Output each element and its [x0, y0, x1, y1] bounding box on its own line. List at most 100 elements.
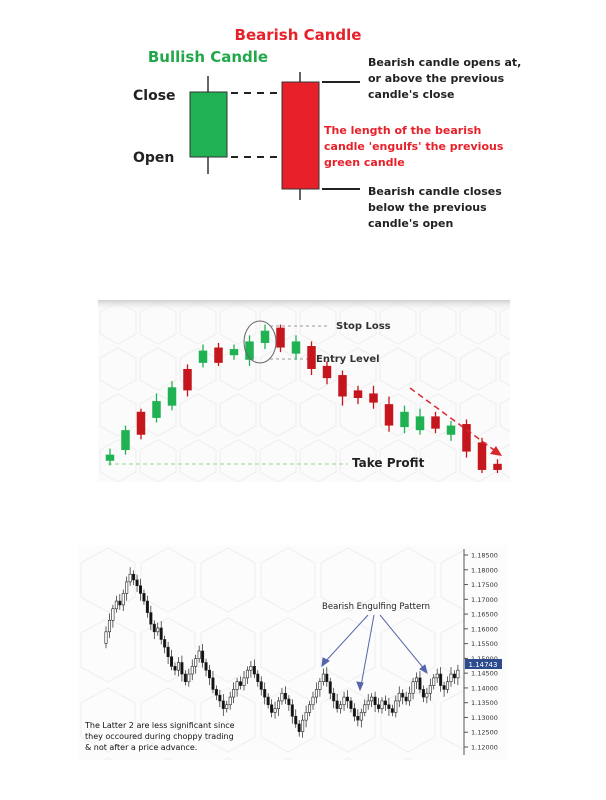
bullish-candle	[232, 689, 236, 698]
diagram3-candles	[104, 567, 460, 738]
bearish-candle	[132, 573, 136, 581]
bearish-candle	[349, 700, 353, 709]
bullish-candle	[242, 677, 246, 686]
bullish-candle	[359, 712, 363, 721]
bearish-candle	[452, 673, 456, 679]
price-tick-label: 1.13500	[471, 699, 498, 707]
bearish-engulfing-diagram: Bearish Candle Bullish Candle Close Open…	[0, 0, 606, 260]
bullish-candle	[414, 677, 418, 683]
bullish-candle	[456, 669, 460, 679]
price-tick-label: 1.18000	[471, 566, 498, 574]
bearish-candle	[204, 662, 208, 671]
bearish-candle	[218, 694, 222, 702]
bearish-candle	[294, 715, 298, 725]
bearish-candle	[387, 704, 391, 709]
bearish-candle	[138, 585, 142, 594]
price-tick-label: 1.17500	[471, 581, 498, 589]
bearish-candle	[390, 708, 394, 713]
price-tick-label: 1.15000	[471, 655, 498, 663]
bullish-candle	[198, 350, 208, 363]
bearish-candle	[418, 677, 422, 690]
bearish-candle	[401, 692, 405, 698]
bullish-candle	[370, 696, 374, 702]
bullish-candle	[225, 704, 229, 709]
bearish-candle	[276, 327, 285, 348]
price-tick-label: 1.12000	[471, 744, 498, 752]
bearish-candle-title: Bearish Candle	[235, 26, 362, 44]
diagram2-svg: Stop Loss Entry Level Take Profit	[98, 300, 510, 482]
price-tick-label: 1.12500	[471, 729, 498, 737]
bullish-candle	[152, 401, 161, 418]
bearish-candle	[136, 411, 146, 435]
close-label: Close	[133, 88, 176, 104]
bearish-candle	[477, 442, 487, 470]
bearish-candle	[377, 704, 381, 709]
trade-setup-diagram: Stop Loss Entry Level Take Profit	[98, 300, 510, 482]
pattern-arrow-1-head	[321, 657, 330, 668]
bullish-candle	[435, 673, 439, 679]
take-profit-label: Take Profit	[352, 456, 425, 470]
bullish-candle	[121, 430, 130, 451]
bearish-candle	[335, 700, 339, 709]
bullish-candle	[197, 650, 201, 659]
bullish-candle	[411, 681, 415, 694]
bearish-candle	[180, 662, 184, 675]
bullish-candle	[308, 704, 312, 713]
bearish-candle	[252, 666, 256, 675]
bullish-candle	[228, 696, 232, 706]
bullish-candle	[176, 662, 180, 671]
bullish-candle	[273, 708, 277, 713]
bullish-candle	[446, 681, 450, 690]
bullish-candle	[105, 454, 115, 461]
bullish-candle	[301, 719, 305, 732]
bullish-candle	[245, 341, 254, 360]
bearish-candle	[325, 673, 329, 683]
open-label: Open	[133, 150, 174, 166]
bullish-candle	[366, 700, 370, 706]
bearish-candle	[135, 579, 139, 587]
bullish-candle	[107, 619, 111, 633]
bullish-candle	[408, 692, 412, 702]
stop-loss-label: Stop Loss	[336, 321, 391, 332]
bearish-candle	[173, 666, 177, 671]
bearish-candle	[263, 689, 267, 698]
bullish-candle	[245, 669, 249, 679]
bullish-candle	[128, 573, 132, 583]
bullish-candle	[156, 627, 160, 633]
bearish-candle	[152, 623, 156, 633]
bearish-candle	[163, 639, 167, 648]
price-tick-label: 1.14000	[471, 684, 498, 692]
annotation-top: Bearish candle opens at, or above the pr…	[368, 56, 525, 101]
price-tick-label: 1.16500	[471, 611, 498, 619]
downtrend-arrow-line	[409, 387, 495, 451]
bullish-candle	[114, 600, 118, 610]
bullish-candle-body	[189, 91, 228, 158]
bearish-candle	[183, 368, 192, 391]
pattern-arrows	[321, 614, 428, 692]
bullish-candle	[229, 349, 239, 356]
bullish-candle	[111, 608, 115, 621]
pattern-arrow-3	[379, 614, 426, 671]
diagram2-hex-pattern	[98, 300, 510, 482]
bullish-candle	[318, 681, 322, 690]
bearish-candle	[170, 656, 174, 667]
annotation-middle: The length of the bearish candle 'engulf…	[324, 124, 507, 169]
bullish-candle	[280, 692, 284, 702]
bullish-candle	[339, 704, 343, 709]
bullish-candle	[415, 416, 425, 431]
bullish-candle	[121, 593, 125, 606]
bearish-candle	[373, 696, 377, 706]
bearish-candle	[384, 404, 394, 426]
bearish-candle	[259, 681, 263, 690]
bearish-candle	[221, 700, 225, 709]
bearish-candle	[166, 646, 170, 658]
bearish-candle	[290, 704, 294, 717]
bearish-candle	[322, 365, 332, 379]
bearish-candle	[183, 673, 187, 683]
bullish-candle	[342, 696, 346, 706]
bearish-candle	[145, 600, 149, 613]
bearish-candle	[283, 692, 287, 700]
price-tick-label: 1.13000	[471, 714, 498, 722]
bullish-candle	[428, 685, 432, 694]
bearish-candle	[338, 375, 347, 397]
